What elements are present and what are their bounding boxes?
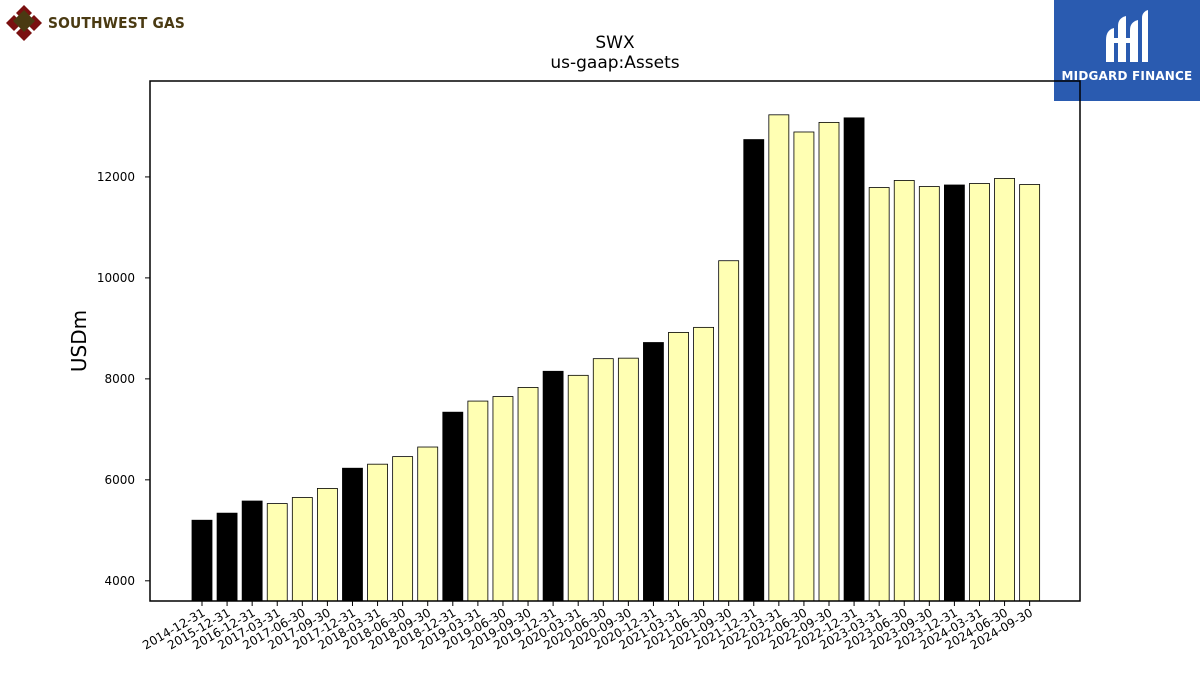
bar-2014-12-31 (191, 519, 213, 602)
bar-2021-06-30 (693, 326, 714, 602)
y-tick-label: 8000 (104, 372, 135, 386)
chart-title: SWX (595, 33, 635, 53)
bar-2018-06-30 (392, 456, 414, 602)
y-axis-ticks: 4000 6000 8000 10000 12000 (97, 170, 150, 588)
publisher-name: MIDGARD FINANCE (1061, 69, 1193, 83)
bar-2022-09-30 (818, 121, 840, 602)
bar-2021-12-31 (743, 139, 765, 602)
bar-2017-09-30 (316, 488, 338, 602)
publisher-logo-mark-icon (1106, 10, 1148, 62)
bar-2019-12-31 (542, 370, 564, 602)
chart-subtitle: us-gaap:Assets (550, 53, 679, 73)
bar-2023-03-31 (868, 187, 890, 602)
bar-2020-12-31 (643, 342, 664, 602)
bar-2018-09-30 (417, 446, 439, 602)
y-tick-label: 12000 (97, 170, 135, 184)
bar-2020-06-30 (592, 358, 614, 602)
bar-2015-12-31 (216, 512, 238, 602)
bar-2024-09-30 (1019, 184, 1041, 602)
bar-2021-03-31 (668, 332, 689, 602)
bar-2024-03-31 (969, 183, 990, 602)
y-tick-label: 6000 (104, 473, 135, 487)
bar-2019-03-31 (467, 400, 489, 602)
bar-2023-09-30 (918, 186, 940, 602)
bars-group (191, 114, 1041, 602)
company-logo-mark-icon (6, 5, 42, 41)
bar-2023-12-31 (944, 184, 965, 602)
bar-2019-06-30 (492, 396, 514, 602)
y-tick-label: 4000 (104, 574, 135, 588)
publisher-logo: MIDGARD FINANCE (1054, 0, 1200, 101)
bar-2023-06-30 (893, 180, 915, 602)
bar-2024-06-30 (994, 178, 1015, 602)
bar-2018-12-31 (442, 411, 464, 602)
bar-2018-03-31 (367, 463, 388, 602)
bar-2022-03-31 (768, 114, 790, 602)
plot-frame (149, 80, 1081, 602)
company-name: SOUTHWEST GAS (48, 14, 185, 32)
bar-2017-06-30 (291, 497, 313, 602)
bar-2022-12-31 (843, 117, 865, 602)
bar-2017-03-31 (266, 503, 288, 602)
company-logo: SOUTHWEST GAS (4, 4, 197, 42)
bar-2020-03-31 (567, 374, 589, 602)
y-tick-label: 10000 (97, 271, 135, 285)
x-axis-ticks: 2014-12-312015-12-312016-12-312017-03-31… (140, 601, 1035, 652)
y-axis-label: USDm (67, 310, 91, 372)
bar-2019-09-30 (517, 387, 539, 602)
bar-2021-09-30 (718, 260, 740, 602)
bar-2020-09-30 (617, 357, 639, 602)
bar-2016-12-31 (241, 500, 263, 602)
bar-2017-12-31 (342, 467, 363, 602)
bar-2022-06-30 (793, 131, 815, 602)
